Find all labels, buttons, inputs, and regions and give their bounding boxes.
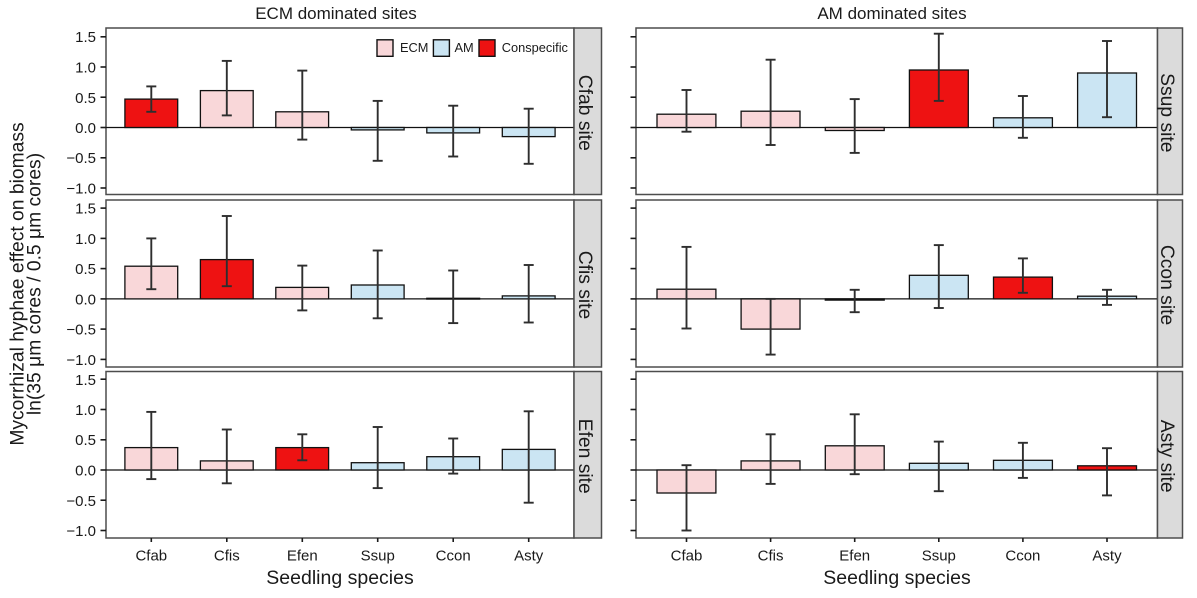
svg-text:−0.5: −0.5 (66, 150, 96, 167)
svg-text:Asty: Asty (514, 548, 544, 565)
svg-text:Cfis: Cfis (214, 548, 240, 565)
svg-text:AM: AM (455, 40, 474, 55)
svg-text:1.5: 1.5 (75, 201, 96, 218)
svg-text:1.5: 1.5 (75, 29, 96, 46)
svg-text:Cfab: Cfab (671, 548, 703, 565)
svg-text:1.5: 1.5 (75, 372, 96, 389)
svg-text:0.5: 0.5 (75, 261, 96, 278)
svg-text:ECM: ECM (400, 40, 428, 55)
svg-text:Ccon site: Ccon site (1156, 245, 1177, 325)
svg-text:−1.0: −1.0 (66, 523, 96, 540)
svg-text:Conspecific: Conspecific (502, 40, 569, 55)
svg-text:Seedling species: Seedling species (266, 567, 414, 589)
svg-text:−0.5: −0.5 (66, 493, 96, 510)
svg-text:ECM dominated sites: ECM dominated sites (255, 4, 417, 23)
svg-text:0.5: 0.5 (75, 432, 96, 449)
svg-text:1.0: 1.0 (75, 402, 96, 419)
svg-text:−1.0: −1.0 (66, 352, 96, 369)
svg-text:Ssup: Ssup (361, 548, 395, 565)
svg-text:ln(35 μm cores / 0.5 μm cores): ln(35 μm cores / 0.5 μm cores) (25, 153, 46, 415)
svg-text:Cfis site: Cfis site (574, 251, 595, 320)
svg-text:Ssup: Ssup (922, 548, 956, 565)
svg-text:0.0: 0.0 (75, 463, 96, 480)
svg-text:1.0: 1.0 (75, 60, 96, 77)
svg-text:Cfab site: Cfab site (574, 75, 595, 151)
svg-text:Ccon: Ccon (1005, 548, 1040, 565)
svg-text:Efen: Efen (287, 548, 318, 565)
svg-text:Cfab: Cfab (135, 548, 167, 565)
svg-text:−0.5: −0.5 (66, 322, 96, 339)
svg-text:Asty site: Asty site (1156, 420, 1177, 493)
svg-text:Ssup site: Ssup site (1156, 73, 1177, 152)
svg-text:Ccon: Ccon (436, 548, 471, 565)
svg-text:0.0: 0.0 (75, 120, 96, 137)
svg-text:0.0: 0.0 (75, 291, 96, 308)
svg-text:Mycorrhizal hyphae effect on b: Mycorrhizal hyphae effect on biomass (8, 122, 29, 445)
svg-text:0.5: 0.5 (75, 90, 96, 107)
svg-text:Seedling species: Seedling species (823, 567, 971, 589)
svg-text:AM dominated sites: AM dominated sites (817, 4, 966, 23)
svg-text:Efen: Efen (839, 548, 870, 565)
svg-text:1.0: 1.0 (75, 231, 96, 248)
svg-text:−1.0: −1.0 (66, 181, 96, 198)
svg-text:Efen site: Efen site (574, 419, 595, 494)
svg-text:Cfis: Cfis (758, 548, 784, 565)
svg-text:Asty: Asty (1092, 548, 1122, 565)
